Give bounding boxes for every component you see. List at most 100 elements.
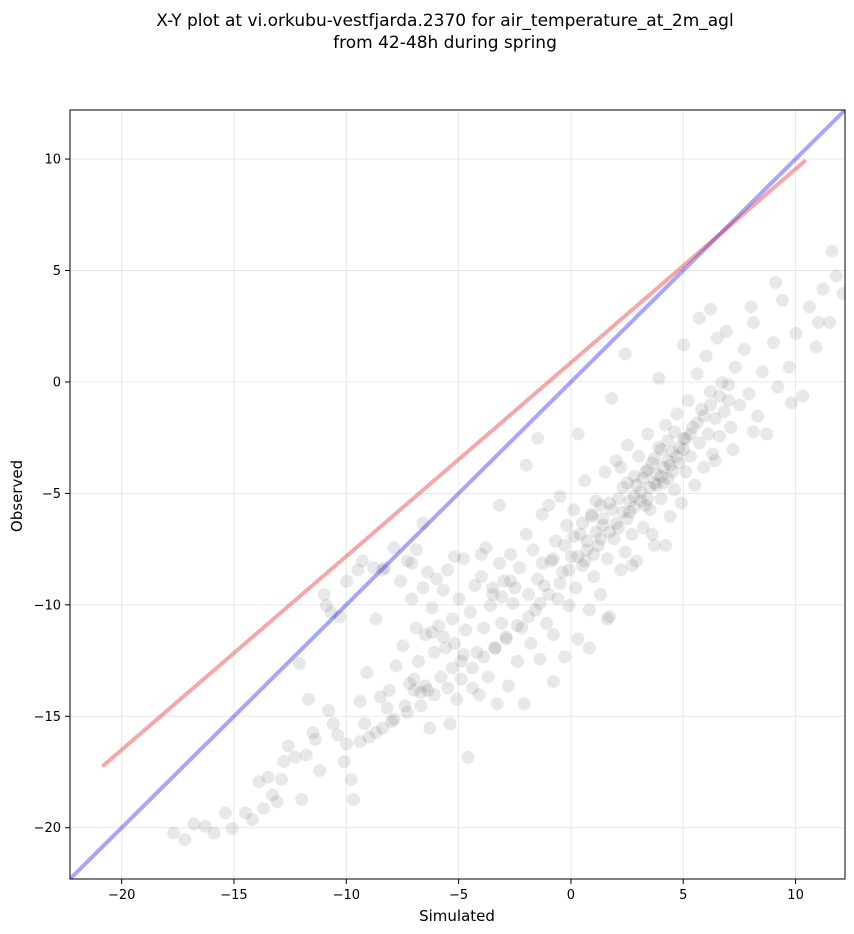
data-point: [697, 409, 711, 423]
data-point: [760, 427, 774, 441]
data-point: [573, 527, 587, 541]
data-point: [679, 431, 693, 445]
data-point: [737, 342, 751, 356]
data-point: [677, 338, 691, 352]
data-point: [704, 302, 718, 316]
x-tick-label: −5: [449, 888, 468, 903]
data-point: [488, 641, 502, 655]
data-point: [715, 376, 729, 390]
data-point: [661, 454, 675, 468]
data-point: [602, 496, 616, 510]
data-point: [495, 616, 509, 630]
data-point: [659, 538, 673, 552]
data-point: [611, 521, 625, 535]
data-point: [668, 425, 682, 439]
data-point: [589, 525, 603, 539]
data-point: [775, 293, 789, 307]
data-point: [299, 748, 313, 762]
data-point: [654, 443, 668, 457]
data-point: [609, 516, 623, 530]
data-point: [571, 550, 585, 564]
x-tick-label: −10: [333, 888, 360, 903]
data-point: [549, 534, 563, 548]
data-point: [580, 543, 594, 557]
data-point: [225, 822, 239, 836]
data-point: [755, 365, 769, 379]
data-point: [178, 833, 192, 847]
data-point: [434, 670, 448, 684]
y-axis-ticks: −20 −15 −10 −5 0 5 10: [34, 153, 70, 836]
data-point: [611, 492, 625, 506]
data-point: [421, 683, 435, 697]
data-point: [198, 819, 212, 833]
data-point: [261, 770, 275, 784]
data-point: [663, 458, 677, 472]
data-point: [414, 686, 428, 700]
data-point: [292, 657, 306, 671]
data-point: [562, 563, 576, 577]
data-point: [645, 527, 659, 541]
data-point: [522, 610, 536, 624]
data-point: [378, 561, 392, 575]
data-point: [519, 527, 533, 541]
data-point: [665, 465, 679, 479]
data-point: [360, 665, 374, 679]
data-point: [594, 498, 608, 512]
data-point: [245, 813, 259, 827]
data-point: [638, 498, 652, 512]
data-point: [398, 699, 412, 713]
data-point: [313, 764, 327, 778]
data-point: [355, 554, 369, 568]
data-point: [535, 507, 549, 521]
data-point: [522, 587, 536, 601]
data-point: [454, 672, 468, 686]
data-point: [695, 402, 709, 416]
data-point: [683, 449, 697, 463]
data-point: [596, 518, 610, 532]
data-point: [782, 360, 796, 374]
data-point: [407, 683, 421, 697]
data-point: [326, 717, 340, 731]
data-point: [167, 826, 181, 840]
data-point: [506, 596, 520, 610]
data-point: [421, 565, 435, 579]
data-point: [578, 474, 592, 488]
data-point: [733, 398, 747, 412]
data-point: [802, 300, 816, 314]
data-point: [331, 728, 345, 742]
data-point: [436, 583, 450, 597]
data-point: [187, 817, 201, 831]
data-point: [724, 420, 738, 434]
data-point: [275, 772, 289, 786]
data-point: [699, 349, 713, 363]
data-point: [576, 558, 590, 572]
data-point: [474, 570, 488, 584]
data-point: [789, 327, 803, 341]
x-tick-label: 0: [567, 888, 575, 903]
data-point: [650, 478, 664, 492]
data-point: [524, 637, 538, 651]
y-tick-label: −20: [34, 821, 61, 836]
data-point: [459, 623, 473, 637]
data-point: [620, 476, 634, 490]
data-point: [641, 463, 655, 477]
data-point: [526, 543, 540, 557]
data-point: [281, 739, 295, 753]
data-point: [385, 715, 399, 729]
x-tick-label: 5: [679, 888, 687, 903]
data-point: [816, 282, 830, 296]
grid-lines: [70, 110, 845, 879]
data-point: [456, 648, 470, 662]
data-point: [340, 574, 354, 588]
data-point: [796, 389, 810, 403]
data-point: [306, 726, 320, 740]
data-point: [418, 679, 432, 693]
data-point: [690, 367, 704, 381]
data-point: [443, 717, 457, 731]
data-point: [672, 456, 686, 470]
data-point: [510, 654, 524, 668]
data-point: [641, 492, 655, 506]
data-point: [602, 525, 616, 539]
plot-frame: [69, 109, 846, 880]
y-tick-label: −10: [34, 598, 61, 613]
